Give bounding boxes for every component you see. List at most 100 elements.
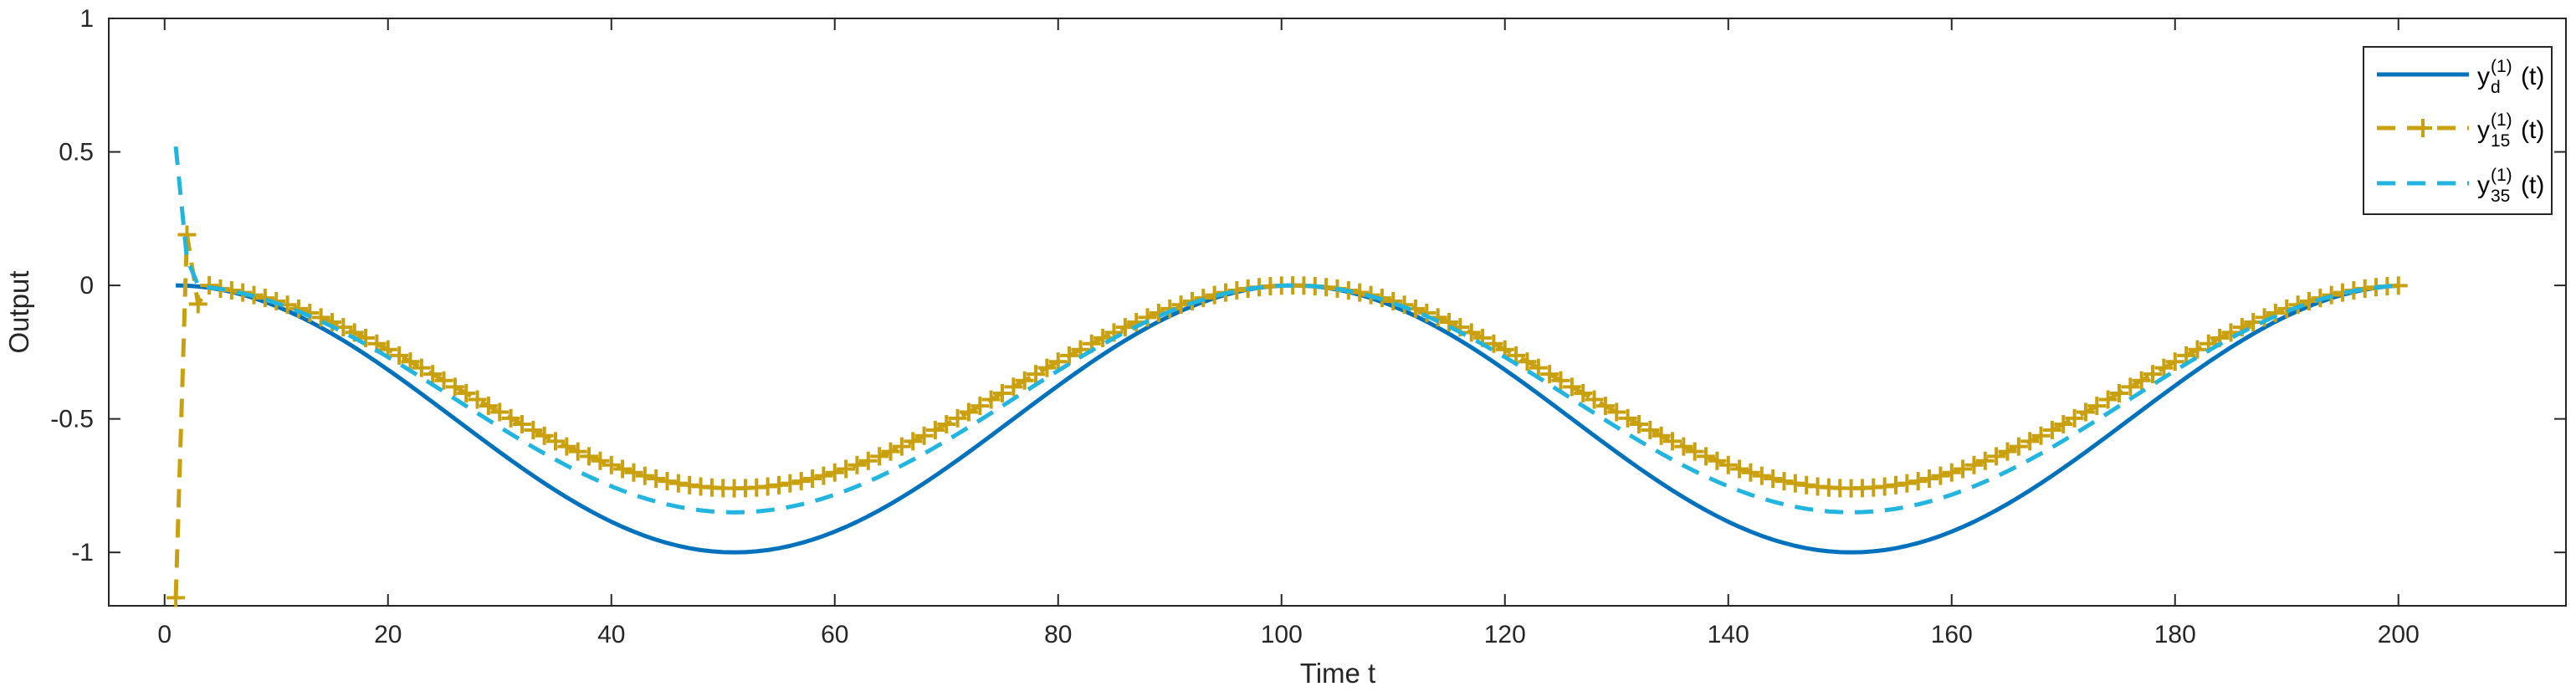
plus-marker-80 <box>1060 346 1079 365</box>
series-line-2 <box>173 146 2399 515</box>
plus-marker-175 <box>2121 377 2140 397</box>
legend-label-0: y <box>2477 63 2490 90</box>
plus-marker-13 <box>311 308 330 327</box>
plus-marker-172 <box>2087 397 2107 416</box>
plus-marker-121 <box>1518 352 1537 372</box>
plus-marker-73 <box>981 390 1001 409</box>
x-tick-label-0: 0 <box>157 621 172 648</box>
legend-sup-0: (1) <box>2491 57 2512 76</box>
plus-marker-64 <box>881 442 900 461</box>
plus-marker-124 <box>1551 371 1570 390</box>
plus-marker-42 <box>635 466 654 485</box>
legend-suffix-1: (t) <box>2521 116 2544 144</box>
plus-marker-87 <box>1138 308 1157 327</box>
y-axis-label: Output <box>3 270 34 353</box>
plus-marker-191 <box>2299 291 2318 310</box>
x-axis-label: Time t <box>1300 658 1375 689</box>
y-tick-label-1: 0.5 <box>59 139 94 167</box>
plus-marker-36 <box>568 442 587 461</box>
plus-marker-67 <box>914 426 934 445</box>
axis-layer: 0 20 40 60 80 100 120 140 160 180 200 1 0.5 0 -0.5 -1 <box>50 5 2566 648</box>
plus-marker-79 <box>1048 352 1068 372</box>
plus-marker-66 <box>904 432 923 451</box>
plus-marker-188 <box>2266 303 2285 322</box>
legend-suffix-0: (t) <box>2521 63 2544 90</box>
plus-marker-163 <box>1987 447 2006 466</box>
legend-sub-0: d <box>2491 78 2501 97</box>
plus-marker-129 <box>1607 402 1626 422</box>
plus-marker-158 <box>1931 466 1950 485</box>
y-tick-label-4: -1 <box>71 539 94 566</box>
plus-marker-160 <box>1954 459 1973 479</box>
plus-marker-131 <box>1629 414 1648 433</box>
legend-sup-1: (1) <box>2491 110 2512 130</box>
plus-marker-72 <box>970 397 990 416</box>
plus-marker-156 <box>1908 472 1928 491</box>
plus-marker-76 <box>1015 371 1034 390</box>
legend-sub-2: 35 <box>2491 187 2510 206</box>
x-tick-label-5: 100 <box>1261 621 1303 648</box>
plus-marker-legend-1 <box>2414 119 2432 137</box>
plus-marker-29 <box>490 402 510 422</box>
plus-marker-85 <box>1115 318 1134 337</box>
x-tick-label-3: 60 <box>821 621 848 648</box>
legend-sup-2: (1) <box>2491 166 2512 185</box>
plus-marker-40 <box>613 459 632 479</box>
plus-marker-174 <box>2110 383 2128 402</box>
plus-marker-177 <box>2143 365 2163 384</box>
plus-marker-38 <box>591 451 610 470</box>
plus-marker-20 <box>390 346 409 365</box>
plus-marker-37 <box>580 447 599 466</box>
plus-marker-70 <box>948 408 967 428</box>
legend-label-1: y <box>2477 116 2490 144</box>
plus-marker-130 <box>1618 408 1637 428</box>
plus-marker-57 <box>803 469 822 489</box>
plus-marker-178 <box>2154 358 2174 377</box>
plus-marker-166 <box>2020 432 2040 451</box>
plus-marker-83 <box>1093 328 1113 347</box>
plus-marker-26 <box>457 383 476 402</box>
plus-marker-199 <box>2389 276 2408 295</box>
plus-marker-136 <box>1685 442 1704 461</box>
plus-marker-144 <box>1775 472 1794 491</box>
plus-marker-169 <box>2054 414 2073 433</box>
plus-marker-30 <box>501 408 520 428</box>
plus-marker-176 <box>2132 371 2151 390</box>
plus-marker-162 <box>1975 451 1995 470</box>
plus-marker-28 <box>479 397 498 416</box>
plus-marker-43 <box>647 469 666 489</box>
x-tick-label-4: 80 <box>1044 621 1072 648</box>
plus-marker-71 <box>959 402 978 422</box>
plus-marker-164 <box>1998 442 2017 461</box>
plus-marker-173 <box>2098 390 2118 409</box>
plus-marker-140 <box>1730 459 1749 479</box>
plus-marker-157 <box>1920 469 1939 489</box>
plus-marker-109 <box>1384 291 1403 310</box>
legend-label-2: y <box>2477 172 2490 199</box>
y-tick-label-2: 0 <box>79 272 94 300</box>
x-tick-label-10: 200 <box>2378 621 2420 648</box>
plus-marker-22 <box>412 358 431 377</box>
plus-marker-128 <box>1595 397 1615 416</box>
plus-marker-132 <box>1641 420 1660 439</box>
plus-marker-25 <box>445 377 464 397</box>
plus-marker-133 <box>1652 426 1671 445</box>
plus-marker-62 <box>858 451 878 470</box>
plus-marker-137 <box>1697 447 1716 466</box>
plus-marker-39 <box>602 455 621 474</box>
plus-marker-161 <box>1964 455 1984 474</box>
plus-marker-34 <box>546 432 565 451</box>
plus-marker-134 <box>1663 432 1682 451</box>
plus-marker-75 <box>1004 377 1023 397</box>
x-tick-label-8: 160 <box>1931 621 1973 648</box>
plus-marker-90 <box>1171 295 1191 315</box>
plus-marker-125 <box>1562 377 1581 397</box>
plus-marker-154 <box>1887 475 1905 495</box>
plus-marker-8 <box>255 289 274 308</box>
plus-marker-69 <box>937 414 956 433</box>
x-tick-label-6: 120 <box>1484 621 1526 648</box>
plus-marker-31 <box>512 414 531 433</box>
series-layer <box>166 146 2408 607</box>
plus-marker-45 <box>668 474 688 493</box>
plus-marker-122 <box>1529 358 1548 377</box>
